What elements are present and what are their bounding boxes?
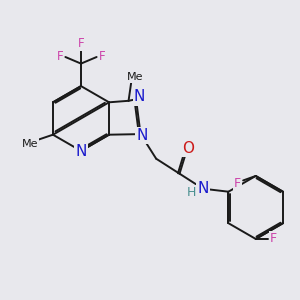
Text: Me: Me (22, 139, 38, 149)
Text: Me: Me (127, 72, 143, 82)
Text: F: F (234, 177, 241, 190)
Text: N: N (136, 128, 147, 143)
Text: N: N (75, 144, 87, 159)
Text: F: F (78, 37, 84, 50)
Text: N: N (197, 181, 208, 196)
Text: N: N (134, 89, 145, 104)
Text: O: O (183, 141, 195, 156)
Text: F: F (99, 50, 105, 64)
Text: H: H (187, 186, 196, 199)
Text: F: F (270, 232, 277, 245)
Text: F: F (57, 50, 63, 64)
